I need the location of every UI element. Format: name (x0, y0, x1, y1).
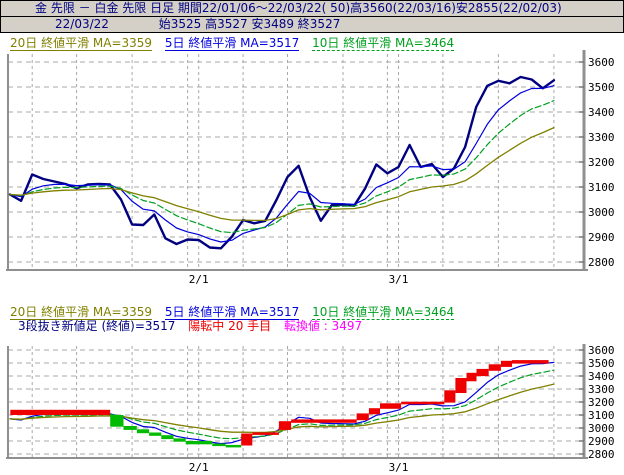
svg-text:2/1: 2/1 (189, 461, 209, 474)
x-axis-labels: 2/1 3/1 (189, 273, 409, 286)
line-break-legend: 3段抜き新値足 (終値)=3517 陽転中 20 手目 転換値 : 3497 (18, 320, 371, 333)
bullish-status-label: 陽転中 20 手目 (188, 319, 272, 333)
svg-text:3600: 3600 (588, 344, 615, 357)
svg-text:3500: 3500 (588, 81, 615, 94)
chart-title: 金 先限 － 白金 先限 日足 期間22/01/06～22/03/22( 50)… (35, 1, 562, 15)
svg-text:3200: 3200 (588, 156, 615, 169)
down-block (185, 441, 213, 445)
ma20-smoothed-close-line (9, 126, 555, 222)
down-block (161, 435, 174, 440)
up-block (368, 408, 380, 415)
down-block (225, 444, 242, 448)
up-block (10, 409, 111, 415)
svg-text:3000: 3000 (588, 422, 615, 435)
top-chart-legend: 20日 終値平滑 MA=3359 5日 終値平滑 MA=3517 10日 終値平… (10, 36, 463, 51)
svg-text:2800: 2800 (588, 448, 615, 461)
up-block (466, 372, 477, 382)
up-block (241, 433, 253, 446)
legend-ma5: 5日 終値平滑 MA=3517 (164, 36, 300, 51)
ma5-smoothed-close-line (9, 85, 555, 243)
up-block (476, 368, 489, 377)
svg-text:2900: 2900 (588, 231, 615, 244)
y-axis-labels: 3600 3500 3400 3300 3200 3100 3000 2900 2800 (579, 56, 615, 269)
svg-text:3600: 3600 (588, 56, 615, 69)
down-block (212, 443, 226, 447)
up-block (444, 390, 456, 403)
svg-text:2800: 2800 (588, 256, 615, 269)
down-block (110, 415, 124, 427)
down-block (136, 429, 150, 434)
svg-text:3100: 3100 (588, 409, 615, 422)
svg-text:3300: 3300 (588, 131, 615, 144)
ohlc-values: 始3525 高3527 安3489 終3527 (158, 17, 341, 31)
info-bar: 22/03/22 始3525 高3527 安3489 終3527 (0, 16, 624, 33)
svg-text:3300: 3300 (588, 383, 615, 396)
svg-text:3/1: 3/1 (389, 461, 409, 474)
legend-ma20: 20日 終値平滑 MA=3359 (10, 36, 153, 51)
svg-text:3200: 3200 (588, 396, 615, 409)
current-date: 22/03/22 (55, 17, 109, 31)
legend-ma5-bottom: 5日 終値平滑 MA=3517 (164, 305, 300, 320)
up-block (356, 413, 369, 421)
svg-text:3400: 3400 (588, 106, 615, 119)
svg-text:3500: 3500 (588, 357, 615, 370)
svg-text:3400: 3400 (588, 370, 615, 383)
svg-text:3100: 3100 (588, 181, 615, 194)
up-block (455, 378, 467, 393)
x-axis-labels: 2/1 3/1 (189, 461, 409, 474)
up-block (512, 360, 549, 364)
up-block (252, 432, 279, 435)
legend-ma10: 10日 終値平滑 MA=3464 (312, 36, 455, 51)
price-line-chart: 3600 3500 3400 3300 3200 3100 3000 2900 2800 2/1 3… (6, 50, 615, 286)
up-block (380, 403, 402, 409)
up-block (291, 419, 357, 423)
close-price-line (8, 75, 556, 250)
up-block (401, 401, 445, 405)
svg-text:3/1: 3/1 (389, 273, 409, 286)
down-block (173, 438, 186, 442)
h-gridlines (8, 61, 584, 263)
line-break-blocks (10, 360, 549, 448)
up-block (488, 364, 501, 371)
svg-text:2/1: 2/1 (189, 273, 209, 286)
legend-ma20-bottom: 20日 終値平滑 MA=3359 (10, 305, 153, 320)
reversal-value-label: 転換値 : 3497 (283, 319, 363, 333)
up-block (500, 360, 512, 367)
legend-ma10-bottom: 10日 終値平滑 MA=3464 (312, 305, 455, 320)
title-bar: 金 先限 － 白金 先限 日足 期間22/01/06～22/03/22( 50)… (0, 0, 624, 17)
ma20-smoothed-close-line (9, 383, 555, 434)
ma10-smoothed-close-line (9, 99, 555, 234)
v-gridlines (31, 54, 555, 270)
svg-text:2900: 2900 (588, 435, 615, 448)
line-break-label: 3段抜き新値足 (終値)=3517 (18, 319, 176, 333)
bottom-chart-ma-legend: 20日 終値平滑 MA=3359 5日 終値平滑 MA=3517 10日 終値平… (10, 305, 463, 320)
up-block (278, 421, 292, 430)
svg-text:3000: 3000 (588, 206, 615, 219)
down-block (123, 426, 137, 430)
down-block (149, 432, 162, 436)
